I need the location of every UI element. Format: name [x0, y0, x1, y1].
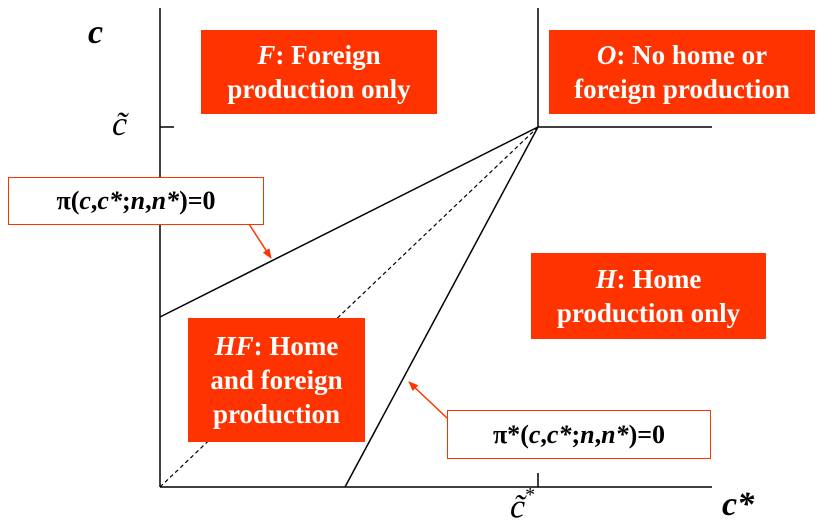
home-equation-arrow [248, 223, 272, 259]
region-o-line2: foreign production [574, 74, 790, 104]
x-tick-label: c̃* [510, 484, 535, 526]
region-hf-line2: and foreign [210, 365, 343, 395]
foreign-zero-profit-line [344, 126, 539, 488]
x-tick-label-star: * [525, 484, 536, 506]
region-hf-line1: HF: Home [214, 331, 339, 361]
home-zero-profit-equation: π(c, c*; n, n*)=0 [8, 177, 264, 225]
region-home-only: H: Home production only [531, 253, 766, 339]
region-hf-line3: production [212, 399, 341, 429]
region-home-and-foreign: HF: Home and foreign production [188, 318, 365, 442]
region-h-line1: H: Home [595, 264, 702, 294]
region-f-line1: F: Foreign [257, 40, 381, 70]
y-tick-label: c̃ [112, 106, 128, 143]
x-tick-label-text: c̃ [510, 488, 526, 526]
region-foreign-only: F: Foreign production only [201, 30, 437, 114]
home-zero-profit-line [159, 126, 539, 318]
foreign-equation-arrow [408, 381, 448, 419]
region-o-line1: O: No home or [596, 40, 768, 70]
x-axis-label: c* [722, 486, 755, 523]
y-axis-label: c [88, 14, 104, 51]
region-h-line2: production only [556, 298, 741, 328]
region-f-line2: production only [227, 74, 411, 104]
foreign-zero-profit-equation: π*(c, c*; n, n*)=0 [447, 410, 711, 459]
region-none: O: No home or foreign production [549, 30, 815, 114]
